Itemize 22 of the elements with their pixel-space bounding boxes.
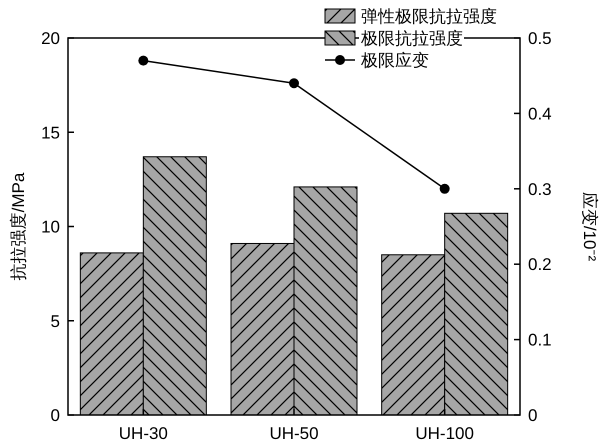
y-tick-label: 5 bbox=[50, 312, 60, 331]
y2-tick-label: 0.5 bbox=[528, 29, 552, 48]
y-tick-label: 10 bbox=[41, 218, 60, 236]
y2-tick-label: 0.4 bbox=[528, 104, 552, 124]
point bbox=[440, 184, 450, 194]
point bbox=[289, 78, 299, 88]
y2-tick-label: 0.1 bbox=[528, 330, 552, 350]
x-tick-label: UH-100 bbox=[415, 424, 474, 443]
y2-axis-title: 应变/10⁻² bbox=[580, 192, 599, 262]
y2-tick-label: 0.2 bbox=[528, 255, 552, 274]
x-tick-label: UH-50 bbox=[269, 424, 319, 443]
legend-label: 极限抗拉强度 bbox=[360, 29, 463, 48]
y2-tick-label: 0 bbox=[528, 406, 538, 425]
y-tick-label: 20 bbox=[41, 29, 60, 48]
point bbox=[138, 56, 148, 66]
legend-label: 极限应变 bbox=[360, 51, 429, 70]
x-tick-label: UH-30 bbox=[118, 424, 168, 443]
y2-tick-label: 0.3 bbox=[528, 180, 552, 199]
y-tick-label: 0 bbox=[50, 406, 60, 425]
y-tick-label: 15 bbox=[41, 123, 60, 142]
legend-label: 弹性极限抗拉强度 bbox=[361, 7, 497, 26]
y-axis-title: 抗拉强度/MPa bbox=[9, 172, 28, 280]
